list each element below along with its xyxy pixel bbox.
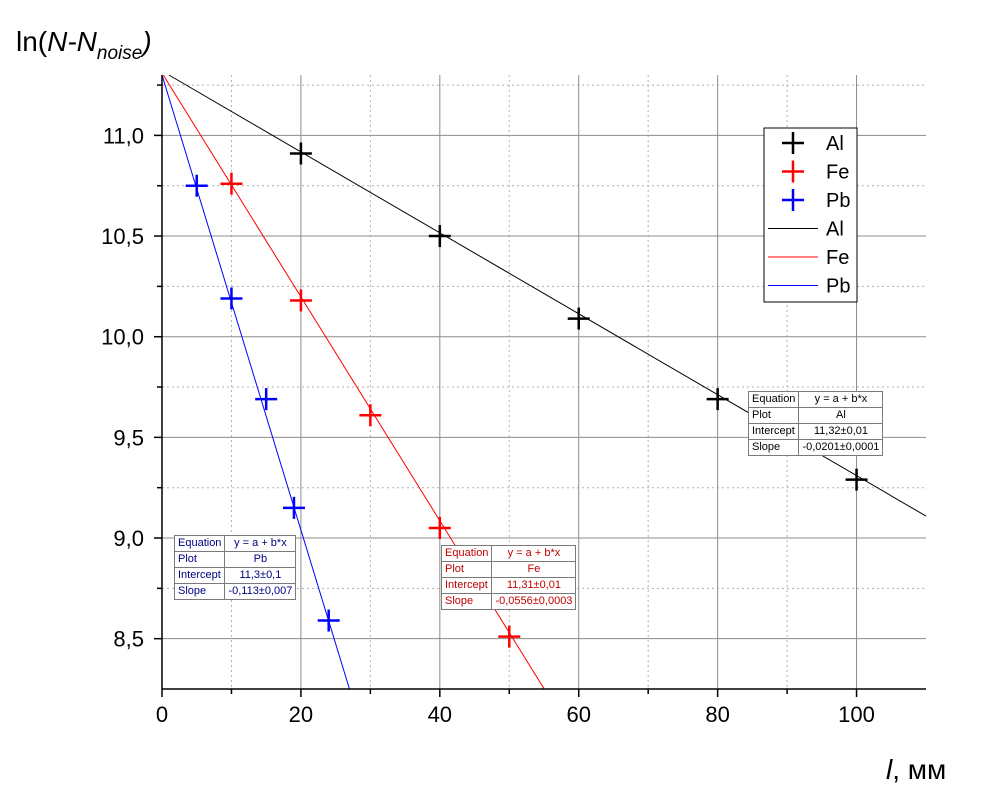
x-tick-label: 40 [428,702,452,727]
x-tick-label: 0 [156,702,168,727]
fit-table-row: Intercept 11,3±0,1 [173,567,297,584]
y-axis-title: ln(N-Nnoise) [16,26,152,64]
data-point-al [706,388,729,411]
fit-table-label: Equation [440,545,493,562]
fit-table-value: -0,0201±0,0001 [798,439,884,456]
legend-marker-pb [782,189,804,211]
axes: 0 20 40 60 80 100 8,5 9,0 9,5 10,0 10,5 11,0 [101,75,926,727]
fit-table-value: Al [798,407,884,424]
data-point-fe [428,516,451,539]
fit-table-value: 11,32±0,01 [798,423,884,440]
fit-table-row: Slope -0,0201±0,0001 [747,439,884,456]
fit-table-row: Equation y = a + b*x [747,391,884,408]
legend-label: Fe [826,162,849,184]
fit-table-row: Slope -0,0556±0,0003 [440,593,577,610]
y-tick-label: 10,5 [101,224,144,249]
data-point-pb [282,496,305,519]
y-tick-label: 9,5 [113,425,144,450]
fit-table-value: 11,31±0,01 [491,577,577,594]
data-point-al [567,307,590,330]
fit-table-row: Equation y = a + b*x [173,535,297,552]
fit-table-value: y = a + b*x [491,545,577,562]
y-tick-label: 10,0 [101,325,144,350]
fit-table-fe: Equation y = a + b*x Plot Fe Intercept 11,31±… [440,545,577,610]
data-point-al [289,142,312,165]
fit-table-value: y = a + b*x [798,391,884,408]
fit-table-value: Fe [491,561,577,578]
x-tick-label: 80 [705,702,729,727]
fit-table-value: Pb [224,551,297,568]
legend: Al Fe Pb Al Fe Pb [763,127,858,303]
x-tick-label: 20 [289,702,313,727]
fit-table-row: Plot Fe [440,561,577,578]
y-tick-label: 8,5 [113,627,144,652]
fit-table-row: Equation y = a + b*x [440,545,577,562]
fit-table-label: Slope [440,593,493,610]
y-tick-label: 11,0 [103,123,144,148]
fit-table-label: Plot [173,551,226,568]
data-points [185,142,868,648]
legend-label: Al [826,133,844,155]
fit-table-value: y = a + b*x [224,535,297,552]
fit-table-row: Plot Al [747,407,884,424]
fit-table-label: Slope [747,439,800,456]
legend-marker-fe [782,160,804,183]
fit-table-row: Intercept 11,32±0,01 [747,423,884,440]
data-point-pb [255,388,278,411]
data-point-fe [220,172,243,195]
fit-table-label: Slope [173,583,226,600]
data-point-al [428,225,451,248]
fit-table-pb: Equation y = a + b*x Plot Pb Intercept 11,3±0… [173,535,297,600]
fit-table-label: Intercept [440,577,493,594]
x-axis-title: l, мм [886,754,946,785]
data-point-fe [289,289,312,312]
data-point-fe [359,404,382,427]
data-point-pb [220,287,243,310]
fit-table-label: Intercept [747,423,800,440]
data-point-pb [185,174,208,197]
legend-label: Pb [826,190,850,212]
fit-table-row: Slope -0,113±0,007 [173,583,297,600]
legend-label: Pb [826,276,850,298]
data-point-al [845,468,868,491]
fit-table-row: Intercept 11,31±0,01 [440,577,577,594]
fit-table-row: Plot Pb [173,551,297,568]
fit-table-label: Plot [747,407,800,424]
fit-table-value: -0,0556±0,0003 [491,593,577,610]
data-point-pb [317,609,340,632]
data-point-fe [498,625,521,648]
fit-table-al: Equation y = a + b*x Plot Al Intercept 11,32±… [747,391,884,456]
fit-table-label: Intercept [173,567,226,584]
x-tick-label: 60 [566,702,590,727]
legend-marker-al [782,132,804,154]
fit-table-label: Equation [747,391,800,408]
fit-table-label: Plot [440,561,493,578]
fit-line-pb [161,74,350,690]
fit-table-value: 11,3±0,1 [224,567,297,584]
legend-label: Al [826,219,844,241]
x-tick-label: 100 [838,702,875,727]
fit-table-label: Equation [173,535,226,552]
legend-label: Fe [826,247,849,269]
legend-frame [763,127,858,303]
y-tick-label: 9,0 [113,526,144,551]
fit-table-value: -0,113±0,007 [224,583,297,600]
